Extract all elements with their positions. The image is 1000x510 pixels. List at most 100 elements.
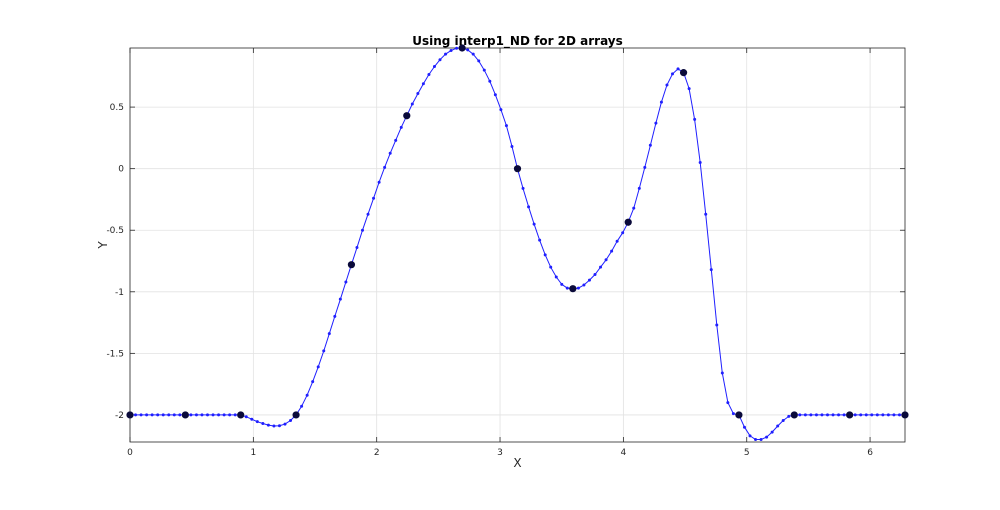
interpolated-point [427,72,431,76]
sample-point [735,411,743,419]
interpolated-point [615,239,619,243]
interpolated-point [421,82,425,86]
y-tick-label: -1 [115,288,124,298]
interpolated-point [820,413,824,417]
interpolated-point [759,438,763,442]
interpolated-point [150,413,154,417]
interpolated-point [455,46,459,50]
interpolated-point [648,143,652,147]
interpolated-point [809,413,813,417]
interpolated-point [538,238,542,242]
y-tick-label: 0 [118,165,124,175]
interpolated-point [610,249,614,253]
sample-point [292,411,300,419]
sample-point [181,411,189,419]
interpolated-point [338,297,342,301]
interpolated-point [798,413,802,417]
interpolated-point [477,59,481,63]
sample-point [237,411,245,419]
interpolated-point [228,413,232,417]
interpolated-point [665,83,669,87]
interpolated-point [444,52,448,56]
interpolated-point [283,422,287,426]
interpolated-point [892,413,896,417]
interpolated-point [311,380,315,384]
interpolated-point [471,52,475,56]
interpolated-point [222,413,226,417]
interpolated-point [853,413,857,417]
interpolated-point [693,117,697,121]
interpolated-point [582,283,586,287]
x-tick-label: 6 [867,448,873,458]
interpolated-point [587,278,591,282]
interpolated-point [300,404,304,408]
y-tick-label: -0.5 [106,226,124,236]
interpolated-point [599,265,603,269]
interpolated-point [814,413,818,417]
interpolated-point [333,314,337,318]
plot-frame [129,47,906,443]
interpolated-point [604,258,608,262]
interpolated-point [504,124,508,128]
interpolated-point [565,286,569,290]
plot-area [130,48,905,442]
interpolated-point [864,413,868,417]
interpolated-point [659,100,663,104]
x-tick-label: 5 [744,448,750,458]
interpolated-point [521,186,525,190]
interpolated-point [742,425,746,429]
interpolated-point [549,265,553,269]
interpolated-point [410,102,414,106]
interpolated-point [189,413,193,417]
interpolated-point [388,151,392,155]
x-tick-label: 4 [621,448,627,458]
interpolated-point [156,413,160,417]
sample-point [347,261,356,269]
sample-point [846,411,854,419]
interpolated-point [632,206,636,210]
interpolated-point [748,434,752,438]
interpolated-point [344,280,348,284]
interpolated-point [510,145,514,148]
interpolated-point [305,393,309,397]
interpolated-point [731,412,735,416]
interpolated-point [527,205,531,209]
sample-point [790,411,798,419]
interpolated-point [211,413,215,417]
sample-point [403,112,411,120]
interpolated-point [670,72,674,76]
sample-series [126,44,909,419]
interpolated-point [250,417,254,421]
interpolated-point [698,161,702,165]
interpolated-point [134,413,138,417]
interpolated-point [244,415,248,419]
interpolated-point [233,413,237,417]
interpolated-point [399,125,403,129]
sample-point [901,411,909,419]
interpolated-point [289,418,293,422]
interpolated-point [886,413,890,417]
interpolated-point [194,413,198,417]
interpolated-point [560,282,564,286]
interpolated-point [167,413,171,417]
interpolated-point [831,413,835,417]
interpolated-point [637,186,641,190]
interpolated-point [643,165,647,169]
sample-point [624,218,632,226]
interpolated-point [781,418,785,422]
sample-point [569,285,577,293]
interpolated-point [355,245,359,249]
sample-point [458,44,466,52]
x-tick-label: 3 [497,448,503,458]
sample-point [679,69,688,77]
interpolated-point [754,438,758,442]
interpolated-point [593,273,597,277]
interpolated-point [870,413,874,417]
interpolated-point [709,268,713,272]
tick-labels: 0 1 2 3 4 5 6 -2 -1.5 -1 -0.5 0 0.5 [106,103,873,458]
interpolated-point [466,48,470,52]
y-tick-label: -2 [115,411,124,421]
interpolated-point [178,413,182,417]
interpolated-point [543,253,547,257]
